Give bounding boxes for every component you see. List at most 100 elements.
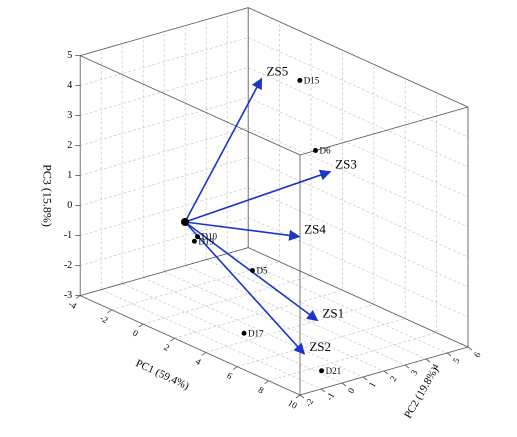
sample-label: D10 (202, 232, 218, 242)
x-tick-label: 0 (131, 328, 140, 339)
x-tick (170, 337, 175, 342)
loading-label: ZS1 (322, 305, 344, 320)
loading-label: ZS3 (335, 157, 357, 172)
z-tick-label: 5 (67, 50, 72, 61)
x-tick-label: -4 (67, 299, 79, 312)
x-tick (232, 366, 238, 370)
x-tick (264, 380, 269, 385)
x-axis-title: PC1 (59.4%) (134, 357, 191, 392)
sample-label: D6 (320, 146, 331, 156)
y-axis-title: PC2 (19.8%) (402, 365, 441, 421)
grid-line (185, 265, 406, 366)
y-tick (467, 346, 473, 351)
sample-point (297, 77, 303, 83)
sample-label: D15 (304, 75, 320, 85)
grid-line (143, 277, 364, 378)
x-tick (201, 352, 207, 356)
grid-line (80, 97, 249, 146)
loading-label: ZS2 (309, 339, 331, 354)
y-tick-label: 1 (367, 380, 378, 389)
grid-line (248, 187, 469, 288)
z-axis-title: PC3 (15.8%) (40, 164, 54, 227)
y-tick (341, 382, 347, 387)
x-tick-label: 8 (257, 385, 266, 396)
y-tick-label: 2 (388, 374, 399, 383)
loading-arrow (184, 221, 301, 241)
z-tick-label: -3 (64, 290, 72, 301)
loading-arrow (184, 169, 332, 223)
y-tick-label: 6 (472, 350, 483, 359)
y-tick-label: -2 (303, 397, 315, 408)
y-tick (362, 376, 368, 381)
y-tick (383, 370, 389, 375)
box-edge (80, 247, 249, 296)
grid-line (248, 97, 469, 198)
z-tick-label: -2 (64, 260, 72, 271)
sample-point (250, 268, 256, 274)
x-tick (138, 323, 144, 328)
box-edge (248, 7, 469, 108)
y-tick (404, 364, 410, 369)
sample-label: D17 (248, 328, 264, 338)
grid-line (248, 127, 469, 228)
sample-point (319, 368, 325, 374)
grid-line (101, 289, 322, 390)
grid-line (122, 283, 343, 384)
y-tick (446, 352, 452, 357)
x-tick-label: 6 (225, 370, 234, 381)
origin (181, 218, 189, 226)
y-tick (320, 388, 326, 393)
grid-line (80, 37, 249, 86)
y-tick-label: 5 (451, 356, 462, 365)
z-tick-label: -1 (64, 230, 72, 241)
z-tick-label: 2 (67, 140, 72, 151)
grid-line (80, 217, 249, 266)
y-tick-label: 4 (430, 362, 441, 371)
sample-point (313, 148, 319, 154)
z-tick-label: 0 (67, 200, 72, 211)
y-tick-label: 3 (409, 368, 420, 377)
z-tick-label: 4 (67, 80, 72, 91)
x-tick (107, 309, 112, 314)
x-tick-label: -2 (98, 313, 109, 325)
y-tick-label: 0 (346, 386, 357, 395)
sample-point (191, 238, 197, 244)
y-tick (299, 394, 305, 399)
sample-label: D19 (198, 236, 214, 246)
y-tick-label: -1 (324, 391, 336, 402)
x-tick-label: 4 (194, 356, 203, 367)
loading-label: ZS4 (304, 222, 326, 237)
grid-line (80, 157, 249, 206)
sample-label: D21 (326, 366, 342, 376)
grid-line (174, 289, 343, 339)
loading-label: ZS5 (267, 64, 289, 79)
x-tick-label: 10 (286, 398, 299, 411)
x-tick-label: 2 (162, 342, 171, 353)
grid-line (248, 37, 469, 138)
box-edge (299, 106, 469, 156)
box-edge (80, 7, 249, 56)
sample-point (241, 330, 247, 336)
z-tick-label: 3 (67, 110, 72, 121)
loading-arrow (184, 77, 263, 223)
y-tick (425, 358, 431, 363)
grid-line (248, 67, 469, 168)
grid-line (248, 217, 469, 318)
box-edge (80, 55, 301, 156)
z-tick-label: 1 (67, 170, 72, 181)
grid-line (80, 67, 249, 116)
x-tick (295, 394, 301, 399)
sample-point (195, 234, 201, 240)
grid-line (80, 127, 249, 176)
grid-line (206, 259, 427, 360)
grid-line (80, 187, 249, 236)
sample-label: D5 (257, 266, 268, 276)
grid-line (227, 253, 448, 354)
grid-line (248, 157, 469, 258)
loading-arrow (184, 221, 306, 355)
x-tick (75, 295, 81, 299)
box-edge (80, 295, 301, 396)
box-edge (248, 247, 469, 348)
grid-line (142, 275, 312, 325)
